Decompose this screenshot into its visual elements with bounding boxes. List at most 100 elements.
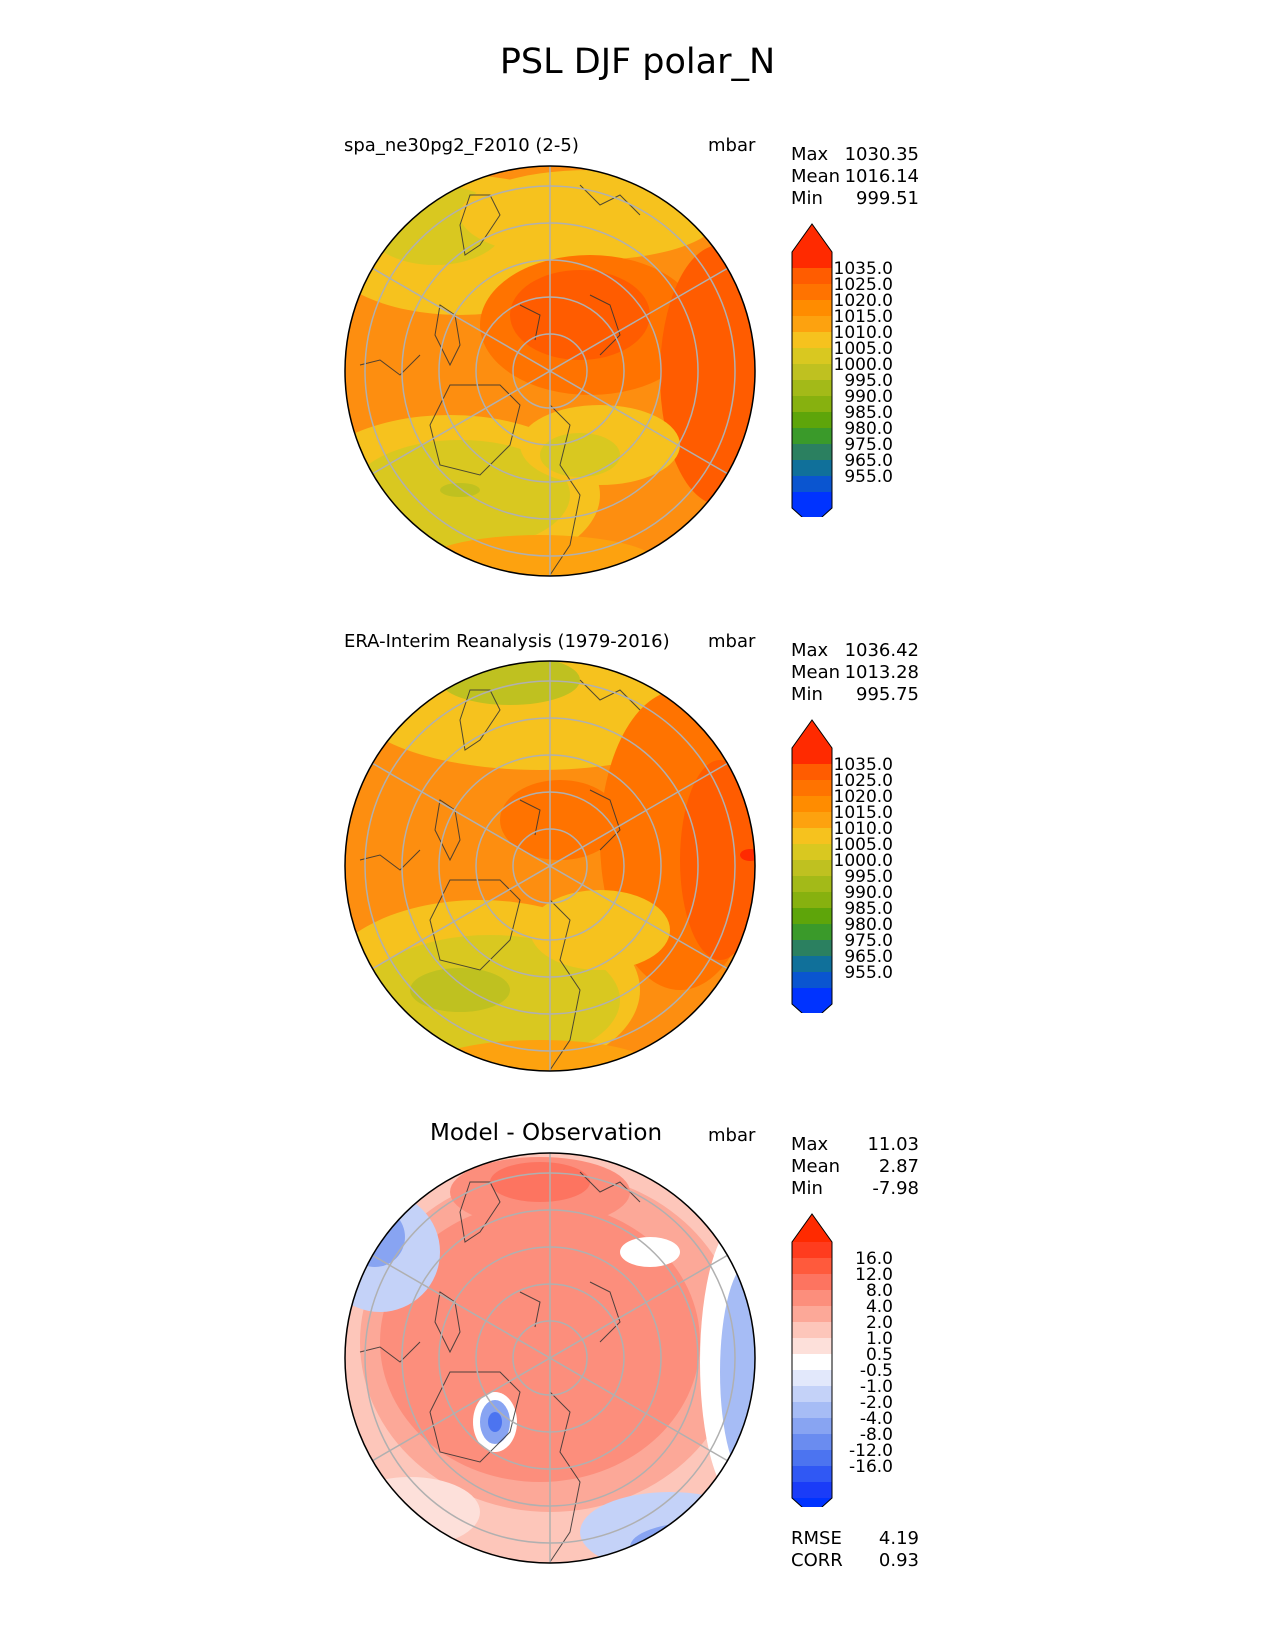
map-boundary	[344, 165, 756, 577]
colorbar-segment	[792, 1290, 832, 1306]
colorbar-tick-label: 12.0	[855, 1265, 893, 1285]
panel-1-title: spa_ne30pg2_F2010 (2-5)	[344, 135, 579, 156]
colorbar-segment	[792, 796, 832, 812]
map-boundary	[344, 660, 756, 1072]
metric-value: 4.19	[878, 1528, 919, 1549]
colorbar-segment	[792, 940, 832, 956]
colorbar-tick-label: -2.0	[860, 1393, 893, 1413]
colorbar-segment	[792, 1466, 832, 1482]
stat-value: 2.87	[878, 1156, 919, 1177]
colorbar-outline	[791, 719, 833, 1013]
colorbar-tick-label: 1010.0	[834, 819, 893, 839]
stat-label: Max	[791, 144, 829, 165]
colorbar-segment	[792, 1370, 832, 1386]
colorbar-segment	[792, 748, 832, 764]
colorbar-segment	[792, 428, 832, 444]
colorbar-segment	[792, 348, 832, 364]
panel-1-stats: Max 1030.35 Mean 1016.14 Min 999.51	[791, 144, 919, 210]
colorbar-segment	[792, 1386, 832, 1402]
stat-label: Mean	[791, 1156, 841, 1177]
colorbar-segment	[792, 396, 832, 412]
panel-3-colorbar: 16.012.08.04.02.01.00.5-0.5-1.0-2.0-4.0-…	[791, 1213, 893, 1507]
colorbar-segment	[792, 268, 832, 284]
colorbar-tick-label: 975.0	[844, 931, 893, 951]
stat-label: Mean	[791, 166, 841, 187]
colorbar-tick-label: 1000.0	[834, 355, 893, 375]
colorbar-segment	[792, 764, 832, 780]
colorbar-segment	[792, 780, 832, 796]
stat-value: -7.98	[872, 1178, 919, 1199]
colorbar-tick-label: 16.0	[855, 1249, 893, 1269]
colorbar-tick-label: 980.0	[844, 915, 893, 935]
colorbar-segment	[792, 1418, 832, 1434]
colorbar-tick-label: 955.0	[844, 963, 893, 983]
colorbar-tick-label: 990.0	[844, 387, 893, 407]
colorbar-tick-label: 0.5	[866, 1345, 893, 1365]
colorbar-tick-label: 985.0	[844, 403, 893, 423]
stat-value: 995.75	[856, 684, 919, 705]
panel-3-title: Model - Observation	[430, 1120, 663, 1146]
colorbar-segment	[792, 988, 832, 1004]
colorbar-segment	[792, 316, 832, 332]
stat-value: 11.03	[867, 1134, 919, 1155]
colorbar-tick-label: -1.0	[860, 1377, 893, 1397]
panel-2-stats: Max 1036.42 Mean 1013.28 Min 995.75	[791, 640, 919, 706]
metric-value: 0.93	[878, 1550, 919, 1571]
colorbar-tick-label: 1035.0	[834, 755, 893, 775]
colorbar-segment	[792, 1434, 832, 1450]
colorbar-segment	[792, 956, 832, 972]
stat-value: 999.51	[856, 188, 919, 209]
colorbar-tick-label: 1015.0	[834, 307, 893, 327]
figure-title: PSL DJF polar_N	[499, 42, 776, 82]
colorbar-tick-label: 8.0	[866, 1281, 893, 1301]
graticule	[364, 661, 736, 1071]
colorbar-segment	[792, 1338, 832, 1354]
colorbar-tick-label: 1025.0	[834, 275, 893, 295]
colorbar-segment	[792, 972, 832, 988]
colorbar-tick-label: 995.0	[844, 371, 893, 391]
colorbar-segment	[792, 492, 832, 508]
stat-label: Max	[791, 640, 829, 661]
panel-2-title: ERA-Interim Reanalysis (1979-2016)	[344, 631, 670, 652]
colorbar-tick-label: 1005.0	[834, 339, 893, 359]
colorbar-segment	[792, 476, 832, 492]
colorbar-segment	[792, 1450, 832, 1466]
colorbar-tick-label: -8.0	[860, 1425, 893, 1445]
metric-label: CORR	[791, 1550, 843, 1571]
colorbar-segment	[792, 844, 832, 860]
colorbar-tick-label: 2.0	[866, 1313, 893, 1333]
colorbar-cap-bottom	[792, 508, 832, 517]
colorbar-segment	[792, 1354, 832, 1370]
colorbar-tick-label: 1020.0	[834, 291, 893, 311]
panel-3-stats: Max 11.03 Mean 2.87 Min -7.98	[791, 1134, 919, 1200]
colorbar-tick-label: 1005.0	[834, 835, 893, 855]
stat-label: Min	[791, 1178, 823, 1199]
colorbar-segment	[792, 284, 832, 300]
graticule	[364, 1153, 736, 1563]
colorbar-segment	[792, 1306, 832, 1322]
colorbar-tick-label: 1000.0	[834, 851, 893, 871]
colorbar-segment	[792, 1482, 832, 1498]
colorbar-tick-label: -16.0	[849, 1457, 893, 1477]
colorbar-tick-label: -0.5	[860, 1361, 893, 1381]
colorbar-segment	[792, 1258, 832, 1274]
colorbar-cap-bottom	[792, 1498, 832, 1507]
colorbar-cap-top	[792, 224, 832, 252]
colorbar-tick-label: 995.0	[844, 867, 893, 887]
colorbar-segment	[792, 1322, 832, 1338]
colorbar-cap-top	[792, 1214, 832, 1242]
stat-value: 1030.35	[844, 144, 919, 165]
stat-value: 1036.42	[844, 640, 919, 661]
colorbar-segment	[792, 1274, 832, 1290]
graticule	[364, 166, 736, 576]
panel-1-map	[344, 165, 756, 577]
colorbar-segment	[792, 444, 832, 460]
colorbar-tick-label: 1025.0	[834, 771, 893, 791]
stat-label: Mean	[791, 662, 841, 683]
colorbar-segment	[792, 924, 832, 940]
panel-3-metrics: RMSE 4.19 CORR 0.93	[791, 1528, 919, 1572]
stat-value: 1016.14	[844, 166, 919, 187]
colorbar-segment	[792, 364, 832, 380]
colorbar-segment	[792, 412, 832, 428]
colorbar-tick-label: 1010.0	[834, 323, 893, 343]
